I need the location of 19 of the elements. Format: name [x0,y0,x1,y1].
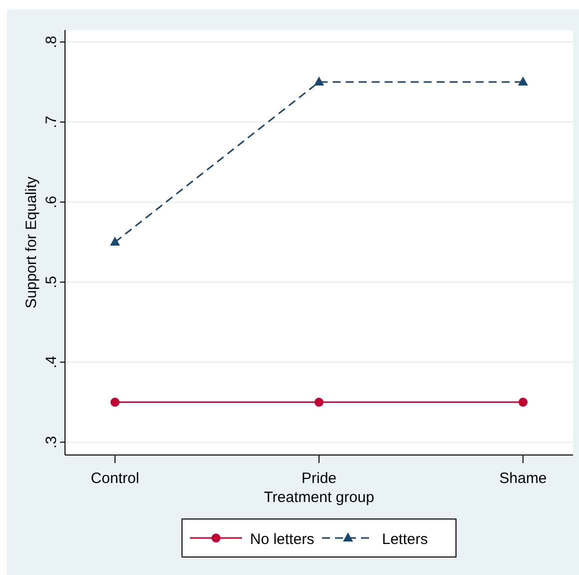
x-tick-label: Control [90,470,140,487]
y-tick-label: .4 [43,356,60,368]
y-tick-label: .3 [43,436,60,448]
point [110,236,120,246]
point [110,398,120,407]
legend-label: Letters [382,531,428,548]
point [314,398,324,407]
y-axis-title: Support for Equality [23,176,40,308]
x-tick-label: Shame [499,470,547,487]
point [314,76,324,86]
y-tick-label: .7 [43,116,60,128]
y-tick-label: .5 [43,276,60,288]
point [518,76,528,86]
x-axis-title: Treatment group [264,489,374,506]
y-tick-label: .8 [43,36,60,48]
y-tick-label: .6 [43,196,60,208]
x-tick-label: Pride [301,470,337,487]
point [518,398,528,407]
legend-label: No letters [250,531,314,548]
